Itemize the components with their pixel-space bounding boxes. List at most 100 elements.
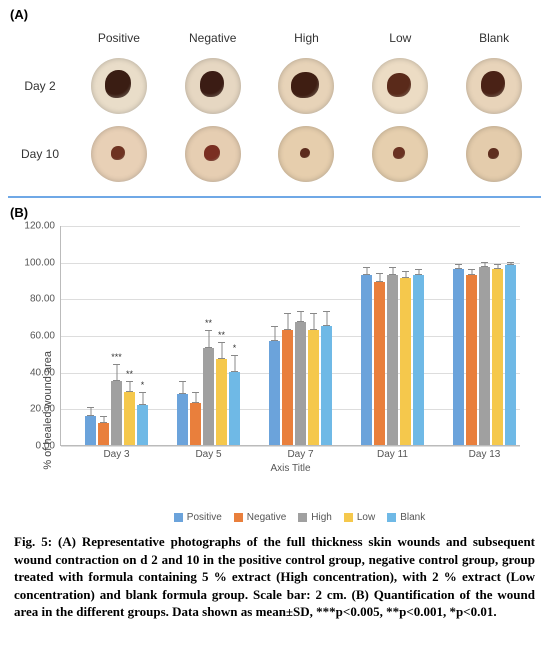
chart-bar [400,278,411,445]
chart-bar [492,269,503,445]
significance-marker: ** [126,369,133,379]
chart-bar: * [229,372,240,445]
chart-bar [282,330,293,446]
wound-spot [300,148,310,158]
legend-item: Low [344,512,375,523]
y-tick-label: 80.00 [30,294,61,305]
legend-label: Low [357,512,375,523]
col-header: Low [389,31,411,45]
wound-spot [488,148,499,159]
wound-dish [185,126,241,182]
chart-bar [295,322,306,445]
wound-dish [278,126,334,182]
wound-dish [185,58,241,114]
y-tick-label: 120.00 [24,221,61,232]
wound-dish [91,126,147,182]
legend-item: Blank [387,512,425,523]
wound-spot [393,147,405,159]
bar-group: Day 7 [269,322,332,445]
chart-bar [505,265,516,445]
chart-bar: ** [216,359,227,445]
chart-wrap: % of healed wound area Axis Title 0.0020… [60,226,539,476]
bar-group: *****Day 5 [177,348,240,445]
chart-bar [269,341,280,446]
panel-b-label: (B) [10,205,28,220]
panel-a: (A) Positive Negative High Low Blank Day… [0,0,549,190]
wound-spot [111,146,125,160]
chart-bar [479,267,490,445]
row-header: Day 2 [24,79,55,93]
x-tick-label: Day 3 [103,449,129,460]
y-tick-label: 60.00 [30,331,61,342]
wound-dish [372,58,428,114]
legend-swatch [298,513,307,522]
x-tick-label: Day 7 [287,449,313,460]
chart-bar [321,326,332,445]
chart-bar: ** [124,392,135,445]
wound-spot [291,72,319,98]
photo-grid: Positive Negative High Low Blank Day 2 D… [10,26,539,186]
significance-marker: ** [205,318,212,328]
legend-label: High [311,512,332,523]
x-axis-label: Axis Title [270,463,310,474]
legend-label: Blank [400,512,425,523]
y-tick-label: 40.00 [30,367,61,378]
bar-group: ******Day 3 [85,381,148,445]
wound-dish [466,126,522,182]
wound-spot [200,71,224,97]
x-tick-label: Day 13 [469,449,501,460]
row-header: Day 10 [21,147,59,161]
col-header: Blank [479,31,509,45]
legend-swatch [174,513,183,522]
significance-marker: * [141,380,145,390]
significance-marker: * [233,343,237,353]
wound-spot [481,71,505,97]
chart-bar [85,416,96,445]
chart-bar [466,275,477,446]
wound-dish [466,58,522,114]
significance-marker: *** [111,352,122,362]
chart-bar [308,330,319,446]
bar-group: Day 11 [361,275,424,446]
bar-group: Day 13 [453,265,516,445]
y-tick-label: 20.00 [30,404,61,415]
chart-area: Axis Title 0.0020.0040.0060.0080.00100.0… [60,226,520,446]
legend-swatch [234,513,243,522]
x-tick-label: Day 5 [195,449,221,460]
chart-bar: *** [111,381,122,445]
legend-label: Negative [247,512,286,523]
significance-marker: ** [218,330,225,340]
col-header: Negative [189,31,236,45]
chart-bar [361,275,372,446]
wound-dish [278,58,334,114]
wound-spot [204,145,220,161]
chart-bar [190,403,201,445]
y-tick-label: 0.00 [36,441,61,452]
wound-spot [387,73,411,97]
chart-bar: ** [203,348,214,445]
legend-swatch [387,513,396,522]
chart-bar [453,269,464,445]
figure-caption: Fig. 5: (A) Representative photographs o… [0,523,549,621]
y-tick-label: 100.00 [24,257,61,268]
col-header: High [294,31,319,45]
caption-lead: Fig. 5: [14,534,58,549]
chart-bar [413,275,424,446]
chart-bar [98,423,109,445]
wound-dish [372,126,428,182]
chart-bar [387,275,398,446]
legend-item: Positive [174,512,222,523]
panel-b: (B) % of healed wound area Axis Title 0.… [0,198,549,523]
legend-swatch [344,513,353,522]
chart-bar [177,394,188,445]
legend-item: High [298,512,332,523]
panel-a-label: (A) [10,7,28,22]
wound-spot [105,70,131,98]
caption-text: (A) Representative photographs of the fu… [14,534,535,619]
chart-bar: * [137,405,148,445]
wound-dish [91,58,147,114]
legend-label: Positive [187,512,222,523]
col-header: Positive [98,31,140,45]
chart-legend: Positive Negative High Low Blank [60,512,539,523]
x-tick-label: Day 11 [377,449,408,460]
